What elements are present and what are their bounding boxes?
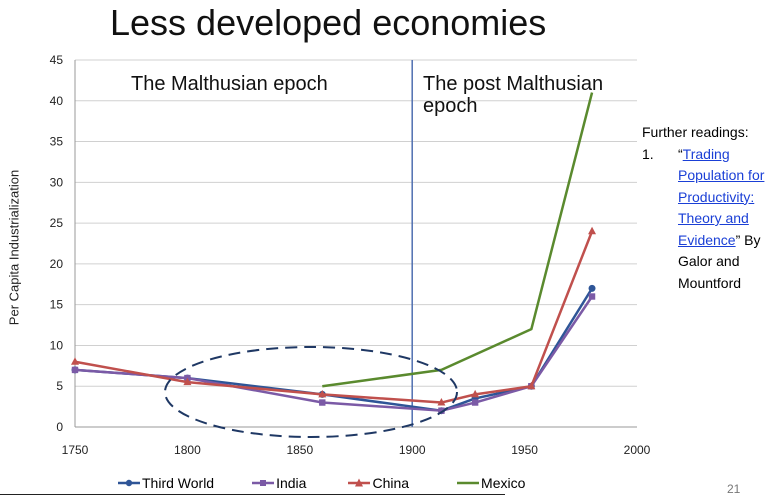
- y-axis-label: Per Capita Industrialization: [6, 169, 22, 326]
- legend-entry: Mexico: [457, 475, 525, 491]
- reading-item: 1. “Trading Population for Productivity:…: [642, 144, 784, 295]
- data-point: [319, 399, 326, 406]
- data-point: [71, 366, 79, 374]
- legend-entry: Third World: [118, 475, 214, 491]
- annotation-line: The post Malthusian: [423, 73, 603, 95]
- x-tick-label: 1950: [511, 443, 538, 457]
- series-line: [74, 230, 594, 404]
- page-number: 21: [727, 482, 741, 496]
- x-tick-label: 1850: [286, 443, 313, 457]
- legend-label: India: [276, 475, 307, 491]
- further-readings: Further readings: 1. “Trading Population…: [642, 122, 784, 294]
- annotation-post-malthusian: The post Malthusian epoch: [423, 73, 603, 117]
- x-tick-label: 1800: [174, 443, 201, 457]
- y-tick-label: 5: [56, 379, 63, 393]
- legend-marker: [125, 479, 133, 487]
- x-tick-label: 1750: [62, 443, 89, 457]
- legend-swatch: [348, 478, 371, 487]
- series-line: [322, 92, 594, 388]
- chart-grid: [74, 59, 637, 428]
- y-tick-label: 10: [50, 338, 64, 352]
- legend-label: China: [372, 475, 410, 491]
- annotation-line: epoch: [423, 95, 478, 117]
- y-tick-label: 0: [56, 420, 63, 434]
- chart-series: [71, 92, 597, 415]
- annotation-malthusian: The Malthusian epoch: [131, 73, 328, 95]
- data-point: [318, 389, 327, 398]
- y-axis-ticks: 0 5 10 15 20 25 30 35 40 45: [50, 53, 64, 434]
- legend-swatch: [252, 480, 275, 486]
- data-point: [471, 389, 480, 398]
- legend-entry: China: [348, 475, 409, 491]
- data-point: [183, 377, 192, 386]
- x-axis-ticks: 1750 1800 1850 1900 1950 2000: [62, 443, 651, 457]
- data-point: [438, 407, 445, 414]
- highlight-ellipse: [164, 346, 458, 438]
- dashed-ellipse: [164, 346, 458, 438]
- reading-body: “Trading Population for Productivity: Th…: [678, 144, 784, 295]
- data-point: [588, 293, 596, 300]
- data-point: [588, 226, 597, 235]
- chart-annotations: The Malthusian epoch The post Malthusian e…: [131, 73, 603, 117]
- readings-heading: Further readings:: [642, 124, 749, 140]
- x-tick-label: 1900: [399, 443, 426, 457]
- x-tick-label: 2000: [624, 443, 651, 457]
- data-point: [437, 398, 446, 406]
- y-tick-label: 45: [50, 53, 64, 67]
- y-tick-label: 20: [50, 257, 64, 271]
- legend-label: Third World: [142, 475, 215, 491]
- footer-line: [0, 494, 505, 495]
- legend-marker: [355, 478, 364, 487]
- reading-quote-open: “: [678, 145, 683, 162]
- data-point: [71, 357, 79, 365]
- legend-label: Mexico: [481, 475, 526, 491]
- legend-swatch: [457, 481, 480, 485]
- y-tick-label: 35: [50, 135, 64, 149]
- data-point: [588, 284, 596, 292]
- reading-number: 1.: [642, 145, 654, 162]
- reading-link[interactable]: Trading Population for Productivity: The…: [678, 145, 765, 248]
- data-point: [471, 399, 479, 406]
- y-tick-label: 40: [50, 94, 64, 108]
- legend-marker: [260, 480, 267, 486]
- reading-rest: ” By Galor and Mountford: [678, 231, 761, 291]
- chart-legend: Third World India China Mexico: [118, 475, 563, 491]
- legend-entry: India: [252, 475, 306, 491]
- data-point: [527, 381, 536, 390]
- y-tick-label: 30: [50, 175, 64, 189]
- legend-swatch: [118, 479, 140, 487]
- series-line: [74, 295, 594, 412]
- y-tick-label: 25: [50, 216, 64, 230]
- y-tick-label: 15: [50, 298, 64, 312]
- slide-title: Less developed economies: [110, 2, 547, 43]
